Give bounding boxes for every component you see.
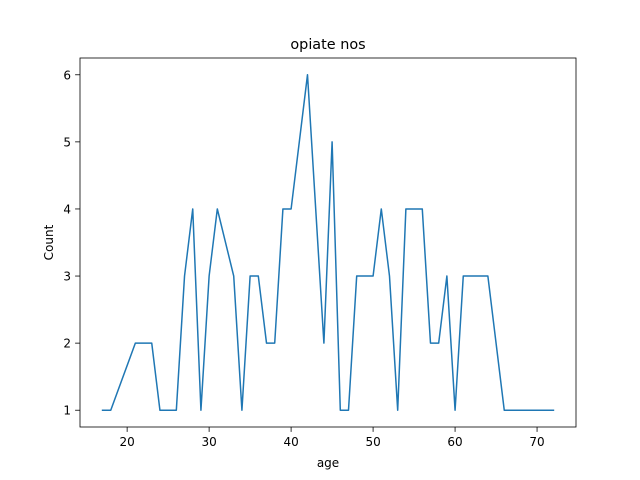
y-axis-label: Count: [42, 224, 56, 260]
y-tick-label: 2: [63, 337, 71, 351]
chart-title: opiate nos: [290, 37, 365, 53]
y-tick-label: 3: [63, 270, 71, 284]
x-axis-label: age: [317, 456, 339, 470]
plot-frame: [79, 57, 577, 428]
x-tick-label: 30: [201, 435, 216, 449]
x-tick-label: 70: [529, 435, 544, 449]
y-tick-label: 4: [63, 202, 71, 216]
x-tick-label: 60: [447, 435, 462, 449]
y-tick-label: 5: [63, 135, 71, 149]
x-tick-label: 20: [119, 435, 134, 449]
y-tick-label: 1: [63, 404, 71, 418]
x-tick-label: 50: [365, 435, 380, 449]
x-tick-label: 40: [283, 435, 298, 449]
y-tick-label: 6: [63, 68, 71, 82]
series-line-0: [101, 74, 555, 411]
